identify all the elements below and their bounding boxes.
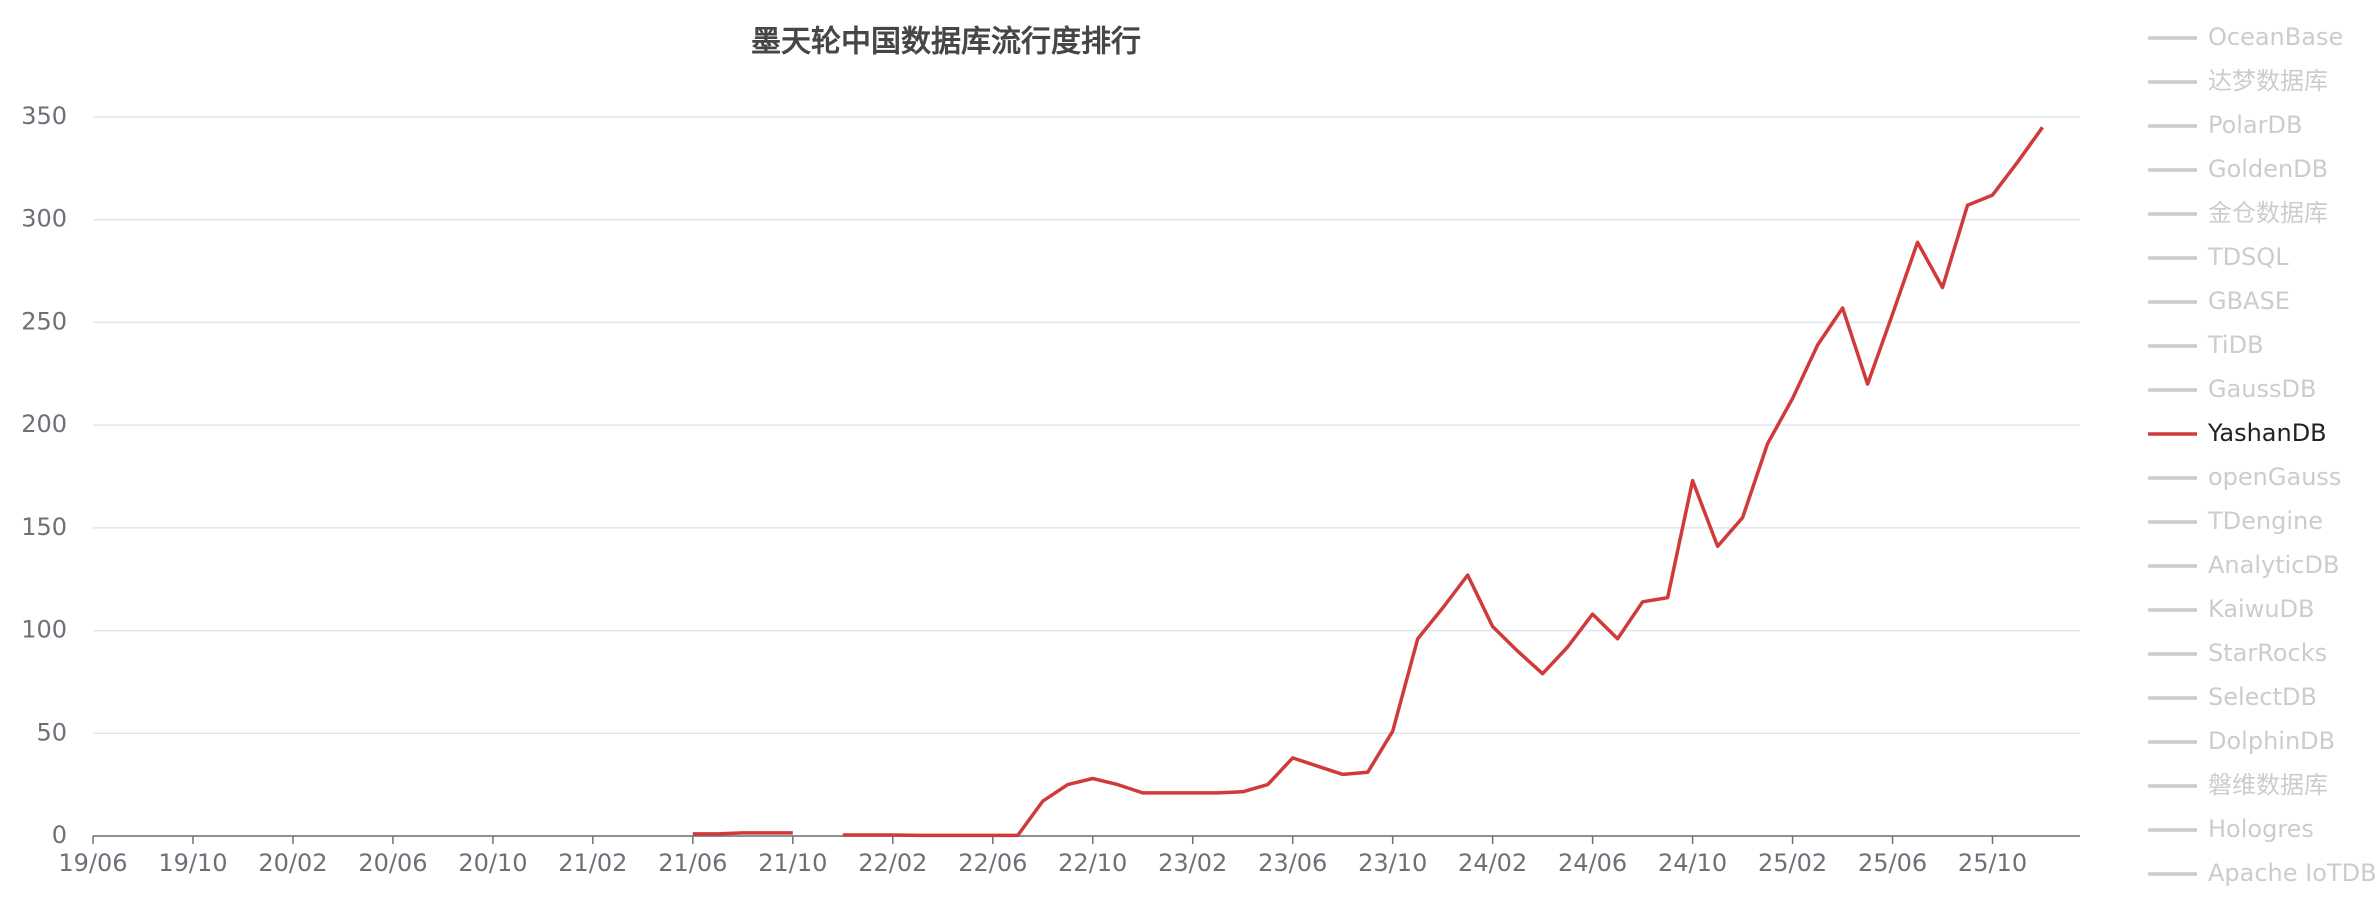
legend-label[interactable]: 金仓数据库 xyxy=(2208,199,2328,227)
y-tick-label: 350 xyxy=(21,102,67,130)
x-tick-label: 20/06 xyxy=(358,849,427,877)
x-tick-label: 25/02 xyxy=(1758,849,1827,877)
legend-label[interactable]: GBASE xyxy=(2208,287,2290,315)
y-tick-label: 0 xyxy=(52,821,67,849)
x-tick-label: 25/10 xyxy=(1958,849,2027,877)
chart-title: 墨天轮中国数据库流行度排行 xyxy=(751,25,1141,60)
x-tick-label: 22/10 xyxy=(1058,849,1127,877)
legend-label[interactable]: OceanBase xyxy=(2208,23,2343,51)
legend-label[interactable]: KaiwuDB xyxy=(2208,595,2314,623)
legend-label[interactable]: TDengine xyxy=(2207,507,2323,535)
y-tick-label: 100 xyxy=(21,616,67,644)
legend-label[interactable]: GoldenDB xyxy=(2208,155,2328,183)
x-tick-label: 20/02 xyxy=(258,849,327,877)
legend-label[interactable]: TDSQL xyxy=(2207,243,2289,271)
legend-label[interactable]: PolarDB xyxy=(2208,111,2303,139)
x-tick-label: 20/10 xyxy=(458,849,527,877)
x-tick-label: 19/06 xyxy=(58,849,127,877)
y-tick-label: 50 xyxy=(36,718,67,746)
legend-label[interactable]: SelectDB xyxy=(2208,683,2317,711)
y-tick-label: 150 xyxy=(21,513,67,541)
x-tick-label: 21/06 xyxy=(658,849,727,877)
x-tick-label: 21/02 xyxy=(558,849,627,877)
x-tick-label: 24/02 xyxy=(1458,849,1527,877)
legend-label[interactable]: openGauss xyxy=(2208,463,2341,491)
x-tick-label: 22/06 xyxy=(958,849,1027,877)
x-tick-label: 23/02 xyxy=(1158,849,1227,877)
y-tick-label: 300 xyxy=(21,205,67,233)
legend-label[interactable]: AnalyticDB xyxy=(2208,551,2339,579)
x-tick-label: 24/10 xyxy=(1658,849,1727,877)
x-tick-label: 23/10 xyxy=(1358,849,1427,877)
y-tick-label: 200 xyxy=(21,410,67,438)
legend-label[interactable]: 达梦数据库 xyxy=(2208,67,2328,95)
legend-label[interactable]: YashanDB xyxy=(2207,419,2327,447)
legend-label[interactable]: 磐维数据库 xyxy=(2208,771,2328,799)
legend-label[interactable]: GaussDB xyxy=(2208,375,2316,403)
x-tick-label: 25/06 xyxy=(1858,849,1927,877)
x-tick-label: 21/10 xyxy=(758,849,827,877)
x-tick-label: 23/06 xyxy=(1258,849,1327,877)
x-tick-label: 19/10 xyxy=(158,849,227,877)
legend-label[interactable]: TiDB xyxy=(2207,331,2264,359)
legend-label[interactable]: Apache IoTDB xyxy=(2208,859,2377,887)
line-series xyxy=(692,126,2044,838)
y-tick-label: 250 xyxy=(21,307,67,335)
x-tick-label: 22/02 xyxy=(858,849,927,877)
legend-label[interactable]: Hologres xyxy=(2208,815,2314,843)
x-tick-label: 24/06 xyxy=(1558,849,1627,877)
legend-label[interactable]: DolphinDB xyxy=(2208,727,2335,755)
legend-label[interactable]: StarRocks xyxy=(2208,639,2327,667)
